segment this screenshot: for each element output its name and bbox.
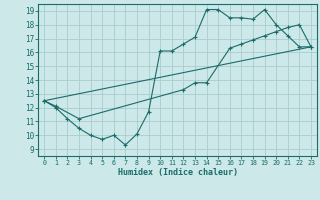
X-axis label: Humidex (Indice chaleur): Humidex (Indice chaleur) — [118, 168, 238, 177]
